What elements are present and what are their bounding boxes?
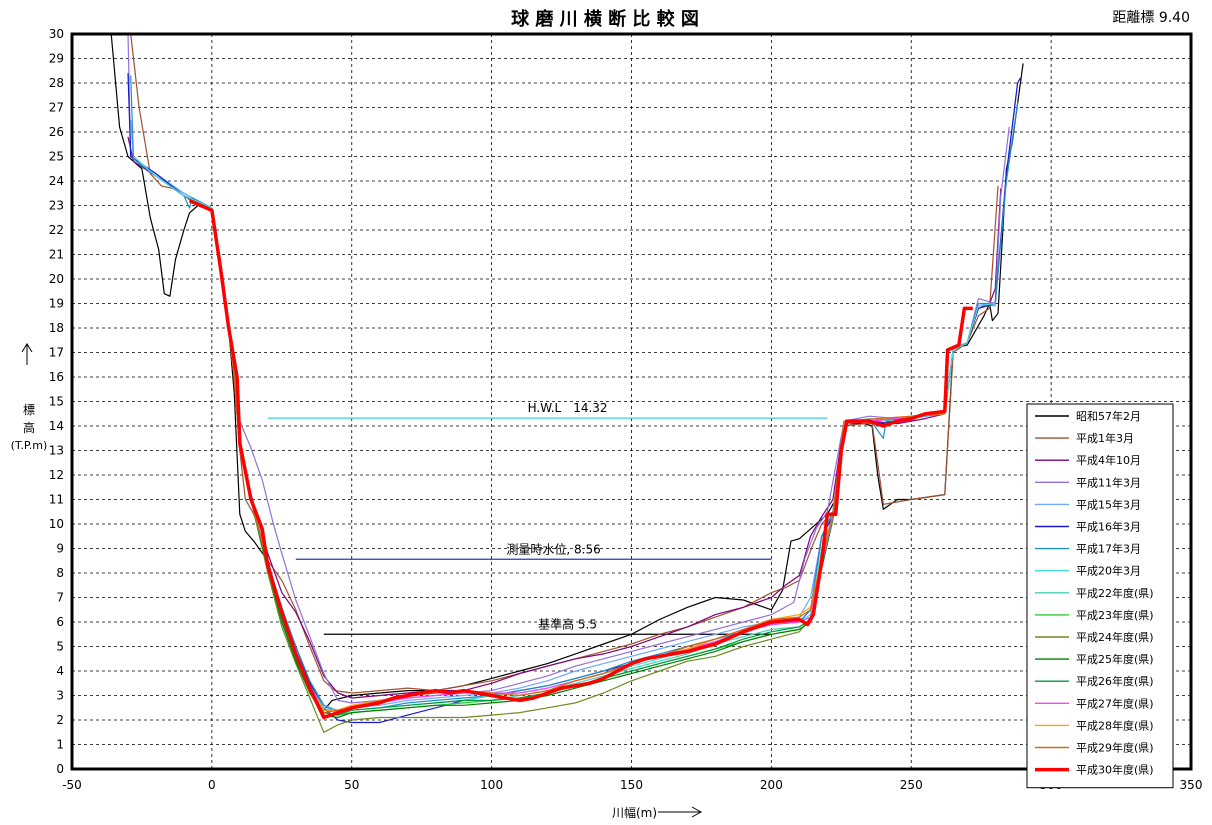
y-tick-label: 9 xyxy=(56,542,64,556)
legend-label: 平成17年3月 xyxy=(1076,542,1141,556)
series-line xyxy=(127,136,1002,699)
x-tick-label: 350 xyxy=(1180,778,1203,792)
series-line xyxy=(188,198,973,720)
series-line xyxy=(211,207,945,716)
y-tick-label: 18 xyxy=(49,321,64,335)
x-axis-ticks: -50050100150200250300350 xyxy=(62,778,1202,792)
x-tick-label: 100 xyxy=(480,778,503,792)
y-tick-label: 15 xyxy=(49,395,64,409)
legend-label: 平成29年度(県) xyxy=(1076,741,1154,755)
y-tick-label: 10 xyxy=(49,517,64,531)
y-tick-label: 19 xyxy=(49,297,64,311)
x-label: 川幅(m) xyxy=(612,805,657,820)
y-tick-label: 27 xyxy=(49,101,64,115)
reference-line-label: H.W.L 14.32 xyxy=(528,401,608,415)
reference-lines: H.W.L 14.32 測量時水位, 8.56 基準高 5.5 xyxy=(267,401,828,635)
x-tick-label: -50 xyxy=(62,778,82,792)
legend-label: 平成16年3月 xyxy=(1076,520,1141,534)
y-label-line-1: 標 xyxy=(23,403,35,417)
legend-label: 平成11年3月 xyxy=(1076,475,1141,489)
y-tick-label: 24 xyxy=(49,174,64,188)
series-line xyxy=(211,210,945,716)
y-tick-label: 20 xyxy=(49,272,64,286)
legend-label: 平成28年度(県) xyxy=(1076,718,1154,732)
series-line xyxy=(130,34,999,694)
legend-label: 平成24年度(県) xyxy=(1076,630,1154,644)
series-line xyxy=(130,82,1019,711)
series-line xyxy=(211,210,945,733)
y-tick-label: 26 xyxy=(49,125,64,139)
y-tick-label: 6 xyxy=(56,615,64,629)
y-axis-ticks: 0123456789101112131415161718192021222324… xyxy=(49,27,64,776)
legend-label: 平成23年度(県) xyxy=(1076,608,1154,622)
y-tick-label: 23 xyxy=(49,199,64,213)
x-tick-label: 0 xyxy=(208,778,216,792)
series-line xyxy=(110,34,1024,711)
x-tick-label: 200 xyxy=(760,778,783,792)
reference-line-label: 測量時水位, 8.56 xyxy=(506,541,600,556)
legend-label: 平成30年度(県) xyxy=(1076,763,1154,777)
x-tick-label: 150 xyxy=(620,778,643,792)
legend-box xyxy=(1026,403,1174,789)
series-line xyxy=(211,210,945,711)
legend-label: 平成1年3月 xyxy=(1076,431,1134,445)
y-tick-label: 29 xyxy=(49,52,64,66)
chart-title: 球 磨 川 横 断 比 較 図 xyxy=(511,8,699,30)
y-tick-label: 12 xyxy=(49,468,64,482)
y-tick-label: 13 xyxy=(49,444,64,458)
y-tick-label: 17 xyxy=(49,346,64,360)
y-tick-label: 8 xyxy=(56,566,64,580)
legend-label: 平成26年度(県) xyxy=(1076,674,1154,688)
x-axis-arrowhead-icon xyxy=(691,806,703,818)
y-tick-label: 22 xyxy=(49,223,64,237)
y-tick-label: 4 xyxy=(56,664,64,678)
plot-frame xyxy=(70,32,1193,771)
series-lines xyxy=(110,34,1024,733)
y-tick-label: 7 xyxy=(56,591,64,605)
legend-label: 平成27年度(県) xyxy=(1076,696,1154,710)
y-tick-label: 25 xyxy=(49,150,64,164)
y-tick-label: 3 xyxy=(56,689,64,703)
legend-label: 平成4年10月 xyxy=(1076,453,1141,467)
y-tick-label: 11 xyxy=(49,493,64,507)
reference-line-label: 基準高 5.5 xyxy=(538,616,597,631)
y-tick-label: 0 xyxy=(56,762,64,776)
legend: 昭和57年2月平成1年3月平成4年10月平成11年3月平成15年3月平成16年3… xyxy=(1026,403,1174,789)
distance-marker: 距離標 9.40 xyxy=(1112,9,1190,26)
y-tick-label: 1 xyxy=(56,738,64,752)
x-tick-label: 250 xyxy=(900,778,923,792)
x-axis-label: 川幅(m) xyxy=(612,805,703,820)
y-axis-label: 標 高 (T.P.m) xyxy=(11,343,48,452)
series-line xyxy=(211,210,945,711)
y-tick-label: 5 xyxy=(56,640,64,654)
legend-label: 昭和57年2月 xyxy=(1076,409,1141,423)
y-tick-label: 2 xyxy=(56,713,64,727)
series-line xyxy=(211,210,945,719)
y-label-line-2: 高 xyxy=(23,420,35,435)
legend-label: 平成25年度(県) xyxy=(1076,652,1154,666)
y-tick-label: 28 xyxy=(49,76,64,90)
series-line xyxy=(211,210,945,714)
y-tick-label: 14 xyxy=(49,419,64,433)
legend-label: 平成22年度(県) xyxy=(1076,586,1154,600)
legend-label: 平成15年3月 xyxy=(1076,497,1141,511)
legend-label: 平成20年3月 xyxy=(1076,564,1141,578)
series-line xyxy=(127,34,1010,704)
y-tick-label: 21 xyxy=(49,248,64,262)
series-line xyxy=(211,210,945,716)
y-label-line-3: (T.P.m) xyxy=(11,439,48,452)
y-tick-label: 30 xyxy=(49,27,64,41)
y-tick-label: 16 xyxy=(49,370,64,384)
y-axis-arrowhead-icon xyxy=(21,343,33,353)
x-tick-label: 50 xyxy=(344,778,359,792)
